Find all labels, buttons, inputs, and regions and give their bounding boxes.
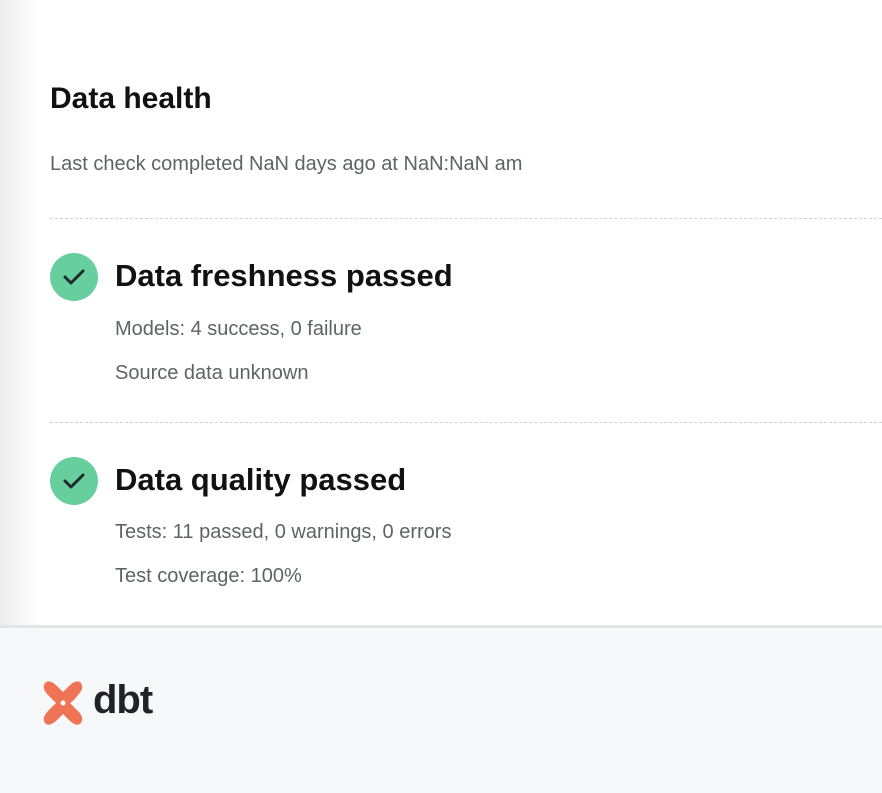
divider (50, 218, 882, 219)
dbt-logo-icon (43, 681, 83, 725)
freshness-models: Models: 4 success, 0 failure (115, 318, 362, 340)
freshness-title: Data freshness passed (115, 258, 453, 293)
page-title: Data health (50, 82, 212, 115)
freshness-source: Source data unknown (115, 362, 309, 384)
footer: dbt (0, 625, 882, 793)
quality-title: Data quality passed (115, 462, 407, 497)
quality-coverage: Test coverage: 100% (115, 565, 302, 587)
quality-tests: Tests: 11 passed, 0 warnings, 0 errors (115, 521, 452, 543)
last-check-text: Last check completed NaN days ago at NaN… (50, 153, 523, 175)
check-icon (50, 457, 98, 505)
check-icon (50, 253, 98, 301)
dbt-logo-text: dbt (93, 678, 153, 722)
divider (50, 422, 882, 423)
